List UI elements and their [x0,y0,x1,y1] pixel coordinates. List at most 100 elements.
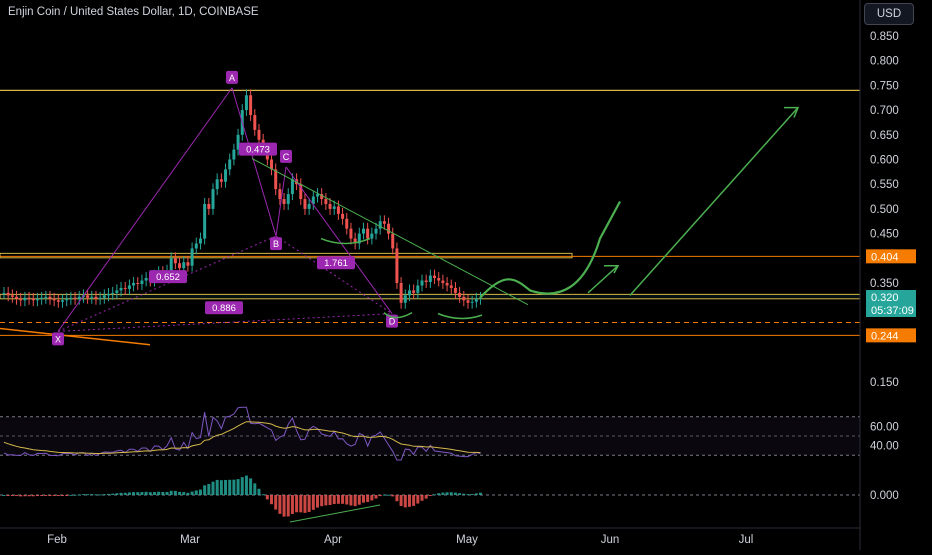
price-label-marker [866,328,916,343]
price-tick-label: 0.700 [870,105,899,117]
time-tick-label: Mar [180,534,200,546]
candle [77,296,81,299]
pattern-point-x: X [55,334,61,344]
macd-bar [366,495,370,502]
macd-bar [98,494,102,496]
candle [474,298,478,302]
candle [320,194,324,200]
price-label: 0.404 [871,251,899,263]
pattern-diag-bd [275,235,393,315]
price-tick-label: 0.150 [870,377,899,389]
candle [56,300,60,302]
macd-bar [416,495,420,504]
macd-bar [458,493,462,495]
pattern-point-b-marker [270,237,282,251]
price-label: 05:37:09 [871,305,914,317]
macd-bar [132,492,136,495]
macd-bar [257,488,261,495]
candle [416,285,420,293]
rsi-tick-label: 60.00 [870,421,899,433]
fib-ratio-marker [317,256,355,270]
macd-bar [228,479,232,495]
price-label-marker [866,290,916,304]
candle [190,248,194,266]
macd-bar [173,490,177,495]
macd-bar [178,491,182,495]
macd-bar [52,495,56,496]
macd-bar [437,493,441,495]
candle [98,297,102,299]
candle [328,203,332,209]
macd-bar [361,495,365,503]
macd-bar [186,492,190,495]
pattern-leg-bc [275,166,287,237]
candle [374,228,378,234]
cup-arc-3 [437,312,483,320]
candle [6,292,10,296]
rsi-pane[interactable] [0,406,860,461]
candle [19,298,23,301]
macd-bar [299,495,303,513]
candle [140,280,144,284]
resistance-zone [0,252,573,259]
price-tick-label: 0.750 [870,80,899,92]
support-zone [0,293,861,300]
macd-bar [470,494,474,496]
candle [387,223,391,234]
price-label-marker [866,249,916,264]
candle [403,295,407,303]
candle [219,179,223,182]
price-axis[interactable]: 0.850 0.800 0.750 0.700 0.650 0.600 0.550 0.500… [859,0,916,550]
pattern-point-c: C [283,152,290,162]
candle [15,296,19,299]
price-tick-label: 0.550 [870,179,899,191]
macd-bar [403,495,407,508]
candle [336,206,340,214]
fib-ratio-label: 0.473 [246,145,270,156]
price-tick-label: 0.500 [870,204,899,216]
candle [257,129,261,140]
macd-bar [35,495,39,497]
macd-bar [69,494,73,496]
price-label: 0.320 [871,292,899,304]
macd-tick-label: 0.000 [870,490,899,502]
fib-ratio-marker [205,301,243,315]
macd-bar [23,495,27,497]
macd-pane[interactable] [0,475,860,523]
macd-bar [240,477,244,495]
pattern-diag-xd [57,313,393,332]
candle [73,297,77,299]
macd-bar [395,495,399,502]
macd-bar [215,479,219,495]
candle [27,297,31,299]
macd-bar [474,493,478,495]
macd-bar [445,492,449,495]
price-pane[interactable]: X A B C D 0.473 1.761 0.652 0.886 [0,70,861,346]
candle [86,295,90,298]
candle [249,95,253,116]
macd-bar [290,495,294,514]
macd-bar [140,492,144,495]
fib-ratio-label: 1.761 [324,258,348,269]
macd-bar [274,495,278,510]
candle [244,95,248,111]
candle [178,263,182,269]
candle [211,189,215,209]
macd-bar [203,485,207,495]
projected-arrow-large [629,107,799,296]
macd-bar [332,495,336,505]
macd-bar [119,492,123,495]
candle [357,233,361,244]
candle [31,298,35,301]
currency-button[interactable]: USD [864,3,914,25]
pattern-point-d: D [389,317,396,327]
macd-bar [466,494,470,496]
candle [437,278,441,281]
time-axis[interactable]: Feb Mar Apr May Jun Jul [0,527,860,546]
price-tick-label: 0.450 [870,229,899,241]
candle [52,298,56,301]
candle [115,290,119,293]
candle [341,213,345,219]
